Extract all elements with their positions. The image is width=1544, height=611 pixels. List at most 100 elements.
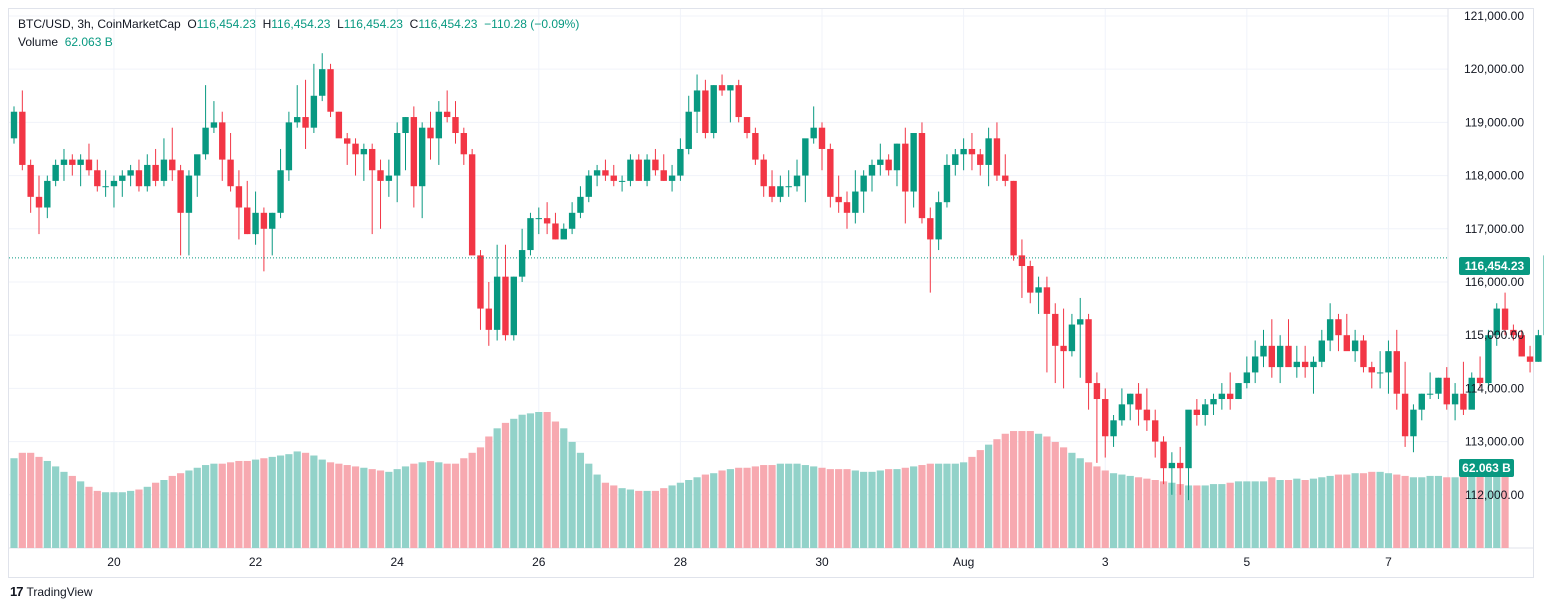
volume-bar — [401, 466, 410, 548]
candle-body — [1418, 393, 1425, 410]
candle-body — [202, 127, 209, 155]
volume-bar — [1268, 477, 1276, 548]
volume-bar — [335, 463, 343, 548]
candle-body — [1060, 345, 1067, 352]
candle-body — [593, 170, 601, 176]
footer-brand[interactable]: 17 TradingView — [10, 584, 93, 599]
candle-body — [368, 148, 376, 171]
candle-body — [177, 170, 184, 213]
volume-bar — [110, 492, 118, 548]
candle-body — [310, 95, 318, 128]
candle-body — [1368, 367, 1375, 373]
symbol-label[interactable]: BTC/USD, 3h, CoinMarketCap — [18, 17, 181, 31]
time-tick-label: 7 — [1385, 555, 1392, 569]
candle-body — [169, 159, 176, 171]
open-label: O — [187, 17, 197, 31]
candle-body — [935, 202, 942, 240]
time-axis[interactable]: 20 22 24 26 28 30 Aug 3 5 7 — [107, 555, 1392, 569]
volume-bar — [1284, 480, 1293, 548]
volume-bar — [618, 488, 626, 548]
volume-bar — [935, 463, 943, 548]
volume-label[interactable]: Volume — [18, 35, 59, 49]
candle-body — [1235, 383, 1242, 400]
candle-body — [119, 175, 126, 181]
candle-body — [1426, 393, 1434, 395]
volume-bar — [410, 463, 418, 548]
candle-body — [893, 143, 901, 171]
volume-bar — [876, 470, 884, 548]
candle-body — [294, 117, 301, 123]
volume-bar — [793, 463, 801, 548]
volume-bar — [1201, 485, 1209, 548]
volume-bar — [1101, 470, 1109, 548]
volume-bar — [951, 463, 959, 548]
volume-bar — [435, 462, 443, 548]
candle-body — [352, 143, 359, 155]
candle-body — [718, 85, 726, 91]
volume-bar — [1368, 471, 1376, 548]
volume-bar — [468, 452, 476, 548]
price-axis[interactable]: 112,000.00 113,000.00 114,000.00 115,000.00… — [1464, 9, 1524, 502]
volume-badge-bg — [1459, 459, 1514, 477]
volume-bar — [1501, 473, 1509, 548]
candle-body — [1301, 361, 1309, 368]
price-tick-label: 115,000.00 — [1465, 328, 1524, 342]
candle-body — [1185, 409, 1192, 469]
volume-bar — [868, 471, 876, 548]
candle-body — [1493, 308, 1500, 336]
candle-body — [377, 170, 384, 181]
volume-bar — [43, 460, 51, 548]
volume-bar — [226, 462, 235, 548]
volume-bar — [1051, 441, 1059, 548]
candle-body — [627, 159, 634, 181]
candle-body — [977, 154, 984, 165]
candle-body — [943, 164, 951, 203]
candle-body — [69, 159, 76, 165]
volume-bar — [476, 447, 485, 548]
candle-body — [485, 308, 493, 330]
candle-body — [77, 159, 84, 165]
candle-body — [102, 186, 109, 188]
candle-body — [35, 196, 43, 208]
volume-bar — [601, 482, 610, 548]
candle-body — [693, 90, 701, 112]
candle-body — [1268, 345, 1276, 368]
volume-bar — [1034, 433, 1043, 548]
volume-bar — [1351, 473, 1359, 548]
candle-body — [702, 90, 709, 134]
candle-body — [910, 133, 917, 192]
candle-body — [1285, 345, 1292, 368]
candle-body — [652, 159, 659, 171]
volume-bar — [593, 474, 601, 548]
candle-body — [602, 170, 609, 176]
volume-bar — [1076, 458, 1084, 548]
volume-bar — [1293, 478, 1301, 548]
volume-bar — [35, 456, 43, 548]
time-tick-label: 20 — [107, 555, 121, 569]
volume-bar — [376, 470, 385, 548]
volume-bar — [1243, 481, 1251, 548]
time-tick-label: 28 — [674, 555, 688, 569]
candle-body — [1251, 356, 1259, 373]
volume-bar — [1010, 431, 1018, 548]
price-tick-label: 117,000.00 — [1465, 222, 1524, 236]
volume-bar — [726, 469, 734, 548]
candle-body — [1052, 313, 1059, 346]
candle-body — [1351, 340, 1359, 352]
candle-body — [443, 111, 451, 118]
volume-bar — [1334, 474, 1343, 548]
volume-bar — [1226, 482, 1234, 548]
volume-bar — [1026, 431, 1034, 548]
volume-bar — [360, 467, 368, 548]
volume-bar — [177, 473, 185, 548]
candle-body — [44, 180, 51, 208]
volume-bar — [118, 492, 126, 548]
volume-bar — [60, 471, 68, 548]
ohlc-legend: BTC/USD, 3h, CoinMarketCap O116,454.23 H… — [18, 17, 579, 31]
price-tick-label: 116,000.00 — [1465, 275, 1524, 289]
candle-body — [1435, 377, 1442, 394]
volume-bar — [901, 467, 909, 548]
volume-bar — [235, 460, 243, 548]
candle-body — [1276, 345, 1284, 368]
